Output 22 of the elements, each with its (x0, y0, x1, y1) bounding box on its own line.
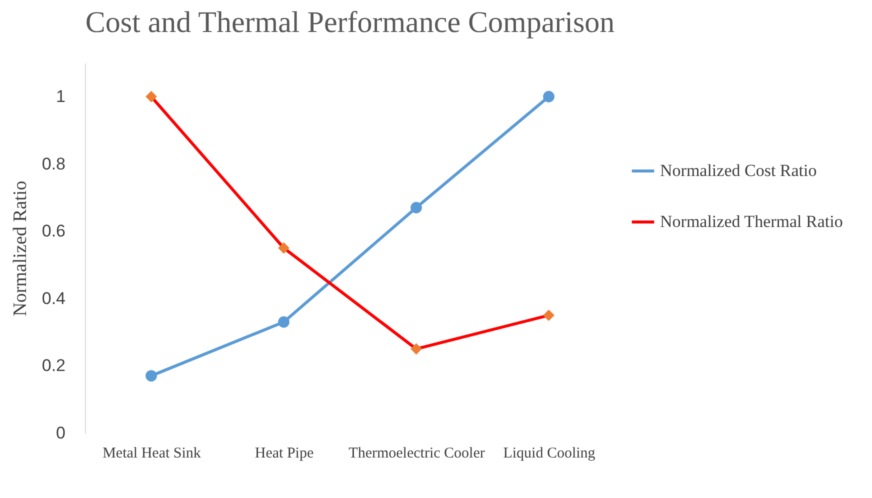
point (543, 310, 554, 321)
point (410, 202, 422, 214)
y-tick-label: 0.4 (42, 288, 66, 308)
x-tick-label: Liquid Cooling (503, 446, 596, 462)
point (146, 90, 157, 102)
y-tick-label: 0.8 (42, 154, 66, 174)
x-tick-label: Heat Pipe (254, 446, 314, 462)
y-tick-label: 1 (56, 87, 66, 106)
point (278, 316, 290, 328)
point (543, 90, 554, 102)
y-tick-label: 0 (56, 424, 66, 442)
x-tick-label: Thermoelectric Cooler (348, 446, 485, 462)
point (146, 370, 157, 382)
legend-label: Normalized Cost Ratio (660, 161, 817, 180)
y-axis-title: Normalized Ratio (10, 180, 31, 316)
chart-title: Cost and Thermal Performance Comparison (85, 6, 615, 39)
point (410, 343, 422, 355)
x-tick-label: Metal Heat Sink (102, 446, 202, 462)
legend-label: Normalized Thermal Ratio (660, 212, 843, 231)
point (278, 242, 290, 254)
y-tick-label: 0.6 (42, 222, 66, 241)
y-tick-label: 0.2 (42, 356, 66, 376)
